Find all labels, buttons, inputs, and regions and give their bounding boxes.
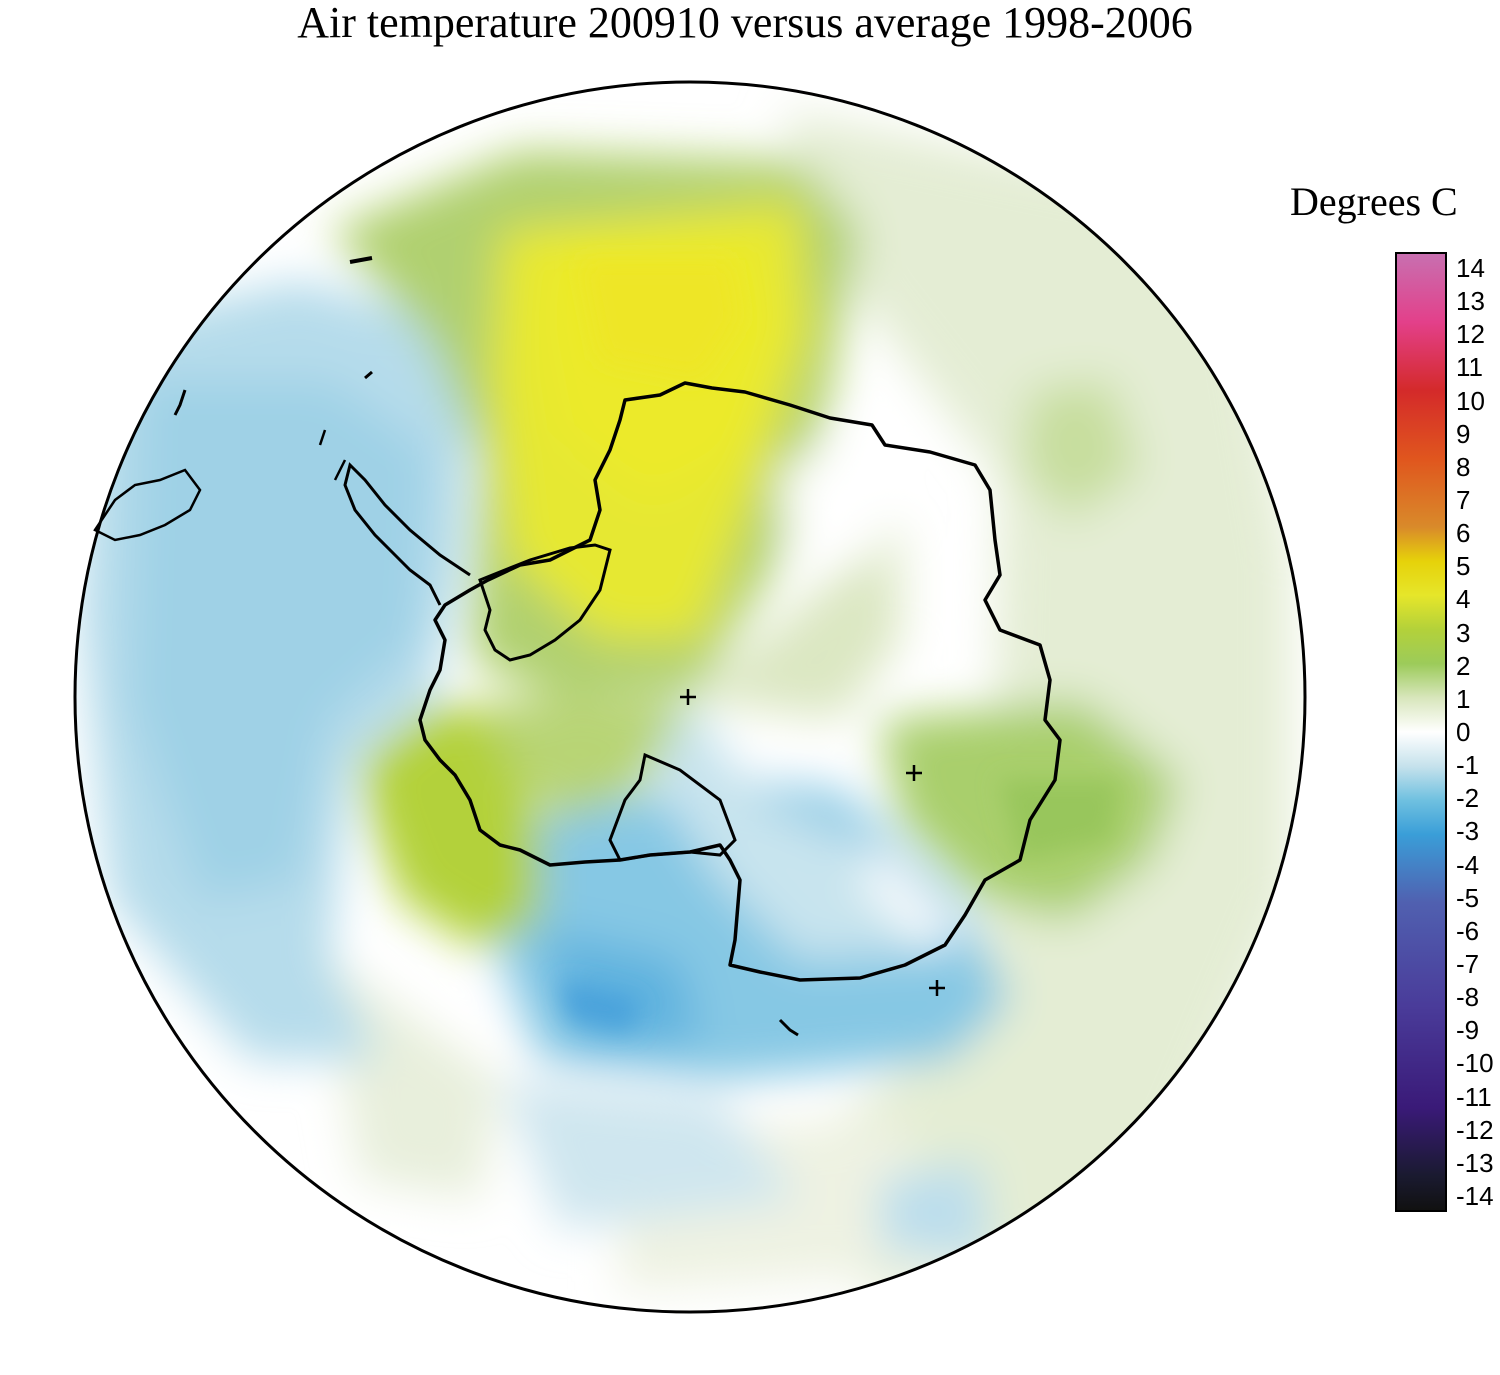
- colorbar-tick-label: 5: [1456, 551, 1471, 582]
- colorbar-tick-label: 11: [1456, 352, 1483, 383]
- colorbar-tick-label: -11: [1456, 1081, 1492, 1112]
- colorbar-tick-label: 7: [1456, 485, 1471, 515]
- colorbar-tick-label: -12: [1456, 1114, 1494, 1145]
- east-antarctica-marker: [906, 765, 922, 781]
- colorbar-tick-label: -1: [1456, 750, 1480, 781]
- colorbar-tick-label: -5: [1456, 882, 1480, 913]
- colorbar-tick-label: 10: [1456, 385, 1485, 416]
- colorbar-tick-label: -9: [1456, 1015, 1480, 1046]
- colorbar-tick-label: -2: [1456, 783, 1480, 814]
- colorbar-tick-label: -14: [1456, 1181, 1494, 1211]
- colorbar-tick-label: 3: [1456, 617, 1471, 648]
- colorbar-tick-label: -8: [1456, 982, 1480, 1013]
- south-america-coast: [93, 468, 202, 542]
- antarctic-peninsula: [343, 462, 471, 606]
- ross-ice-shelf-outline: [608, 752, 737, 862]
- colorbar-tick-label: 0: [1456, 717, 1471, 747]
- colorbar-tick-label: 6: [1456, 518, 1471, 549]
- colorbar: [1395, 252, 1447, 1212]
- map-frame: [73, 80, 1307, 1314]
- colorbar-tick-label: 8: [1456, 451, 1471, 482]
- colorbar-tick-label: 14: [1456, 253, 1485, 283]
- colorbar-tick-label: -3: [1456, 816, 1480, 847]
- colorbar-tick-label: 1: [1456, 683, 1471, 714]
- antarctica-coastline: [418, 381, 1062, 982]
- map-title: Air temperature 200910 versus average 19…: [297, 0, 1193, 47]
- colorbar-tick-label: -13: [1456, 1147, 1494, 1178]
- colorbar-tick-label: -4: [1456, 849, 1480, 880]
- colorbar-tick-label: -10: [1456, 1048, 1494, 1079]
- colorbar-tick-label: 4: [1456, 584, 1471, 615]
- pole-marker: [680, 689, 696, 705]
- colorbar-tick-labels: 14 13 12 11 10 9 8 7 6 5 4 3 2 1 0 -1 -2 -3 -4 -5 -6 -7 -8 -9 -1…: [1456, 252, 1500, 1212]
- colorbar-tick-label: 12: [1456, 319, 1485, 350]
- colorbar-tick-label: 9: [1456, 418, 1471, 449]
- colorbar-tick-label: -7: [1456, 949, 1480, 979]
- ice-shelf-outline: [478, 543, 612, 662]
- colorbar-tick-label: -6: [1456, 915, 1480, 946]
- ross-sea-marker: [929, 980, 945, 996]
- colorbar-tick-label: 2: [1456, 650, 1471, 681]
- colorbar-tick-label: 13: [1456, 286, 1485, 317]
- colorbar-units-label: Degrees C: [1290, 179, 1458, 224]
